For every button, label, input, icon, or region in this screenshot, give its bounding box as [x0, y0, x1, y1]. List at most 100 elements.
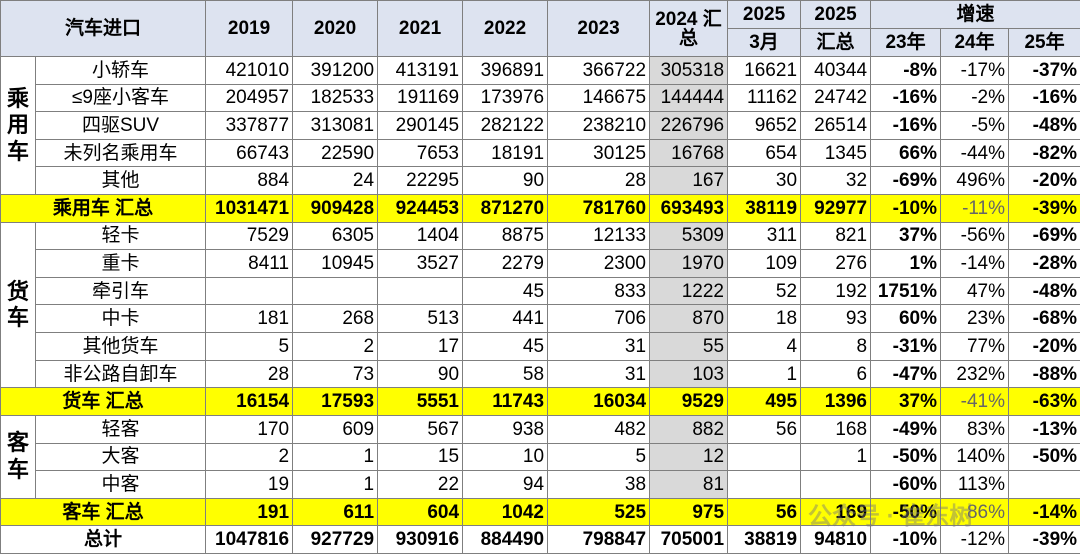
corner-header: 汽车进口	[0, 0, 207, 57]
value-cell: 22295	[377, 166, 464, 196]
value-cell: 52	[727, 276, 802, 306]
value-cell: 927729	[292, 525, 379, 554]
growth-cell: -69%	[1008, 221, 1080, 251]
growth-cell: -63%	[1008, 387, 1080, 416]
year-header: 2022	[462, 0, 549, 57]
value-cell: 30	[727, 166, 802, 196]
value-cell: 884490	[462, 525, 549, 554]
value-cell: 19	[205, 470, 294, 499]
value-cell: 8	[800, 332, 872, 361]
value-cell: 32	[800, 166, 872, 196]
growth-cell: 1%	[870, 249, 942, 278]
group-label: 货车	[0, 221, 36, 389]
value-cell: 2279	[462, 249, 549, 278]
value-cell: 313081	[292, 111, 379, 140]
data-row: 其他 884 24 22295 90 28 167 30 32 -69% 496% -20%	[1, 166, 1080, 196]
value-cell: 10	[462, 442, 549, 472]
row-name: 客车 汇总	[0, 497, 207, 527]
value-cell: 73	[292, 359, 379, 389]
value-cell: 182533	[292, 83, 379, 113]
value-cell: 268	[292, 304, 379, 334]
value-cell: 5309	[649, 221, 729, 251]
value-cell: 28	[547, 166, 651, 196]
row-name: 轻客	[34, 414, 207, 444]
value-cell: 654	[727, 138, 802, 168]
value-cell: 705001	[649, 525, 729, 554]
data-row: 其他货车 5 2 17 45 31 55 4 8 -31% 77% -20%	[1, 332, 1080, 361]
value-cell: 22590	[292, 138, 379, 168]
growth-cell: -10%	[870, 525, 942, 554]
year-header: 2025	[727, 0, 802, 29]
value-cell: 181	[205, 304, 294, 334]
value-cell: 781760	[547, 194, 651, 223]
value-cell: 7653	[377, 138, 464, 168]
growth-cell: -5%	[940, 111, 1010, 140]
value-cell: 1345	[800, 138, 872, 168]
value-cell: 3527	[377, 249, 464, 278]
value-cell: 282122	[462, 111, 549, 140]
value-cell: 1	[800, 442, 872, 472]
value-cell: 884	[205, 166, 294, 196]
growth-cell: -14%	[940, 249, 1010, 278]
value-cell	[727, 470, 802, 499]
value-cell: 90	[462, 166, 549, 196]
value-cell: 15	[377, 442, 464, 472]
growth-cell: -56%	[940, 221, 1010, 251]
growth-cell: -60%	[870, 470, 942, 499]
year-header: 2024 汇总	[649, 0, 729, 57]
growth-cell: 1751%	[870, 276, 942, 306]
value-cell: 5	[547, 442, 651, 472]
data-row: 乘用车 小轿车 421010 391200 413191 396891 366722 3053…	[0, 55, 1080, 196]
row-name: 其他	[34, 166, 207, 196]
data-row: 中卡 181 268 513 441 706 870 18 93 60% 23% -68%	[1, 304, 1080, 334]
value-cell: 1047816	[205, 525, 294, 554]
growth-cell: -2%	[940, 83, 1010, 113]
value-cell: 1042	[462, 497, 549, 527]
value-cell: 22	[377, 470, 464, 499]
value-cell: 169	[800, 497, 872, 527]
value-cell: 226796	[649, 111, 729, 140]
value-cell: 66743	[205, 138, 294, 168]
value-cell: 10945	[292, 249, 379, 278]
value-cell: 1	[292, 470, 379, 499]
group-label: 客车	[0, 414, 36, 499]
growth-cell: 86%	[940, 497, 1010, 527]
growth-cell: 496%	[940, 166, 1010, 196]
value-cell: 975	[649, 497, 729, 527]
growth-cell: -82%	[1008, 138, 1080, 168]
growth-cell: -68%	[1008, 304, 1080, 334]
row-name: 轻卡	[34, 221, 207, 251]
value-cell: 12133	[547, 221, 651, 251]
subtotal-row: 客车 汇总 191 611 604 1042 525 975 56 169 -50% 86% -14%	[0, 497, 1080, 527]
value-cell: 305318	[649, 56, 729, 85]
value-cell: 144444	[649, 83, 729, 113]
data-row: 货车 轻卡 7529 6305 1404 8875 12133 5309 311 821 37% -5…	[0, 221, 1080, 389]
value-cell: 8875	[462, 221, 549, 251]
growth-cell: -16%	[1008, 83, 1080, 113]
value-cell: 17	[377, 332, 464, 361]
value-cell: 1222	[649, 276, 729, 306]
value-cell: 11743	[462, 387, 549, 416]
value-cell: 909428	[292, 194, 379, 223]
value-cell: 56	[727, 414, 802, 444]
value-cell: 17593	[292, 387, 379, 416]
value-cell: 609	[292, 414, 379, 444]
value-cell: 26514	[800, 111, 872, 140]
value-cell: 31	[547, 332, 651, 361]
growth-cell: -49%	[870, 414, 942, 444]
value-cell: 882	[649, 414, 729, 444]
growth-cell: -14%	[1008, 497, 1080, 527]
growth-cell: -50%	[870, 442, 942, 472]
value-cell: 192	[800, 276, 872, 306]
value-cell: 337877	[205, 111, 294, 140]
value-cell: 170	[205, 414, 294, 444]
row-name: 小轿车	[34, 56, 207, 85]
value-cell: 16621	[727, 56, 802, 85]
value-cell: 40344	[800, 56, 872, 85]
growth-cell: -69%	[870, 166, 942, 196]
value-cell: 495	[727, 387, 802, 416]
growth-cell: -31%	[870, 332, 942, 361]
value-cell: 938	[462, 414, 549, 444]
growth-cell: 60%	[870, 304, 942, 334]
